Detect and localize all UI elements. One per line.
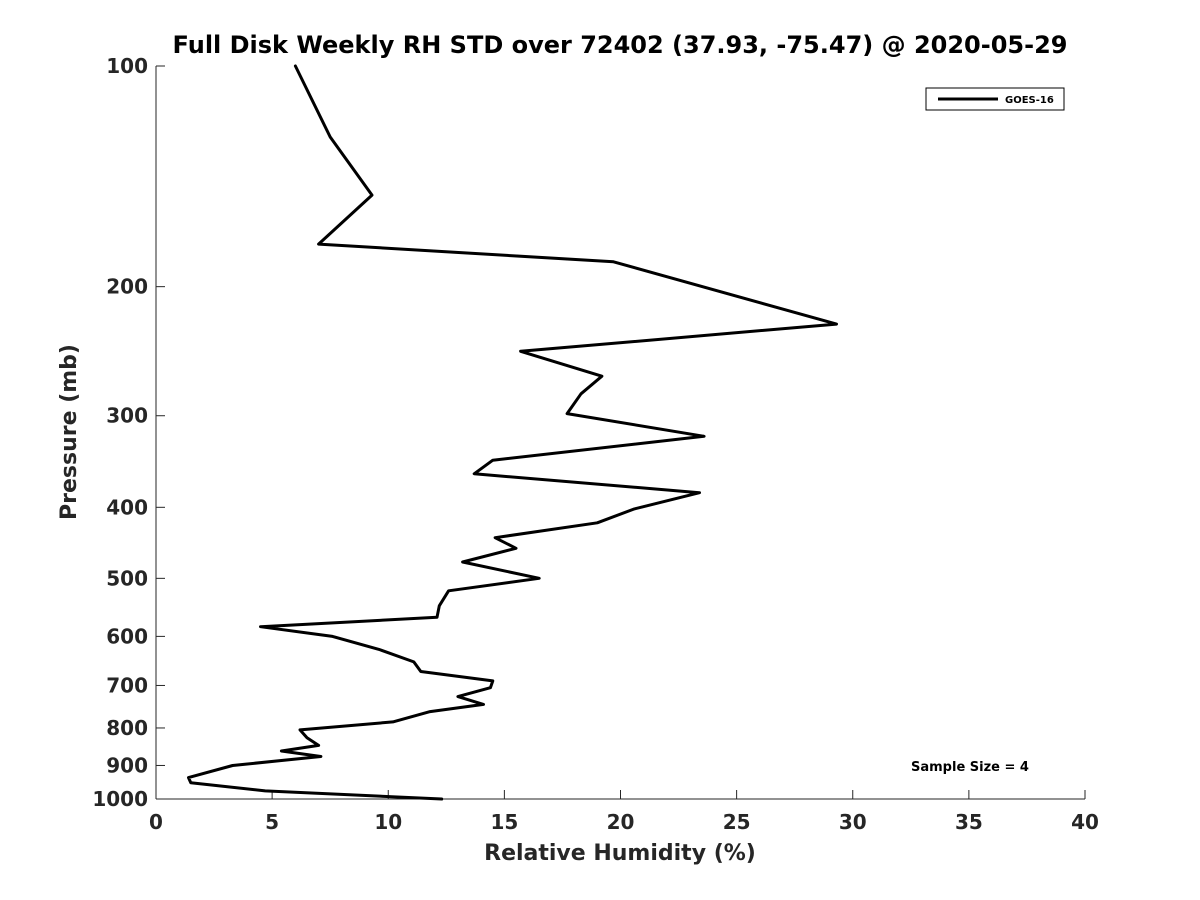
x-tick-label: 5 <box>265 810 279 834</box>
legend: GOES-16 <box>925 87 1065 111</box>
y-tick-label: 100 <box>106 54 148 78</box>
y-tick-label: 200 <box>106 275 148 299</box>
plot-area <box>156 66 1085 799</box>
x-axis-ticks: 0 5 10 15 20 25 30 35 40 <box>149 790 1099 834</box>
x-tick-label: 30 <box>839 810 867 834</box>
y-tick-label: 1000 <box>92 787 148 811</box>
y-tick-label: 400 <box>106 495 148 519</box>
x-tick-label: 25 <box>723 810 751 834</box>
x-axis-label: Relative Humidity (%) <box>484 841 756 866</box>
x-tick-label: 0 <box>149 810 163 834</box>
y-tick-label: 700 <box>106 673 148 697</box>
y-axis-ticks: 100 200 300 400 500 600 700 800 900 1000 <box>92 54 165 811</box>
x-tick-label: 35 <box>955 810 983 834</box>
y-tick-label: 800 <box>106 716 148 740</box>
y-tick-label: 600 <box>106 624 148 648</box>
series-line-goes-16 <box>187 64 838 801</box>
x-tick-label: 10 <box>374 810 402 834</box>
x-tick-label: 20 <box>607 810 635 834</box>
series-layer <box>187 64 838 801</box>
x-tick-label: 40 <box>1071 810 1099 834</box>
legend-label-goes-16: GOES-16 <box>1005 95 1054 106</box>
x-tick-label: 15 <box>490 810 518 834</box>
chart-title: Full Disk Weekly RH STD over 72402 (37.9… <box>173 31 1068 59</box>
sample-size-annotation: Sample Size = 4 <box>911 760 1029 775</box>
y-tick-label: 500 <box>106 566 148 590</box>
y-axis-label: Pressure (mb) <box>57 344 82 520</box>
y-tick-label: 900 <box>106 753 148 777</box>
y-tick-label: 300 <box>106 404 148 428</box>
